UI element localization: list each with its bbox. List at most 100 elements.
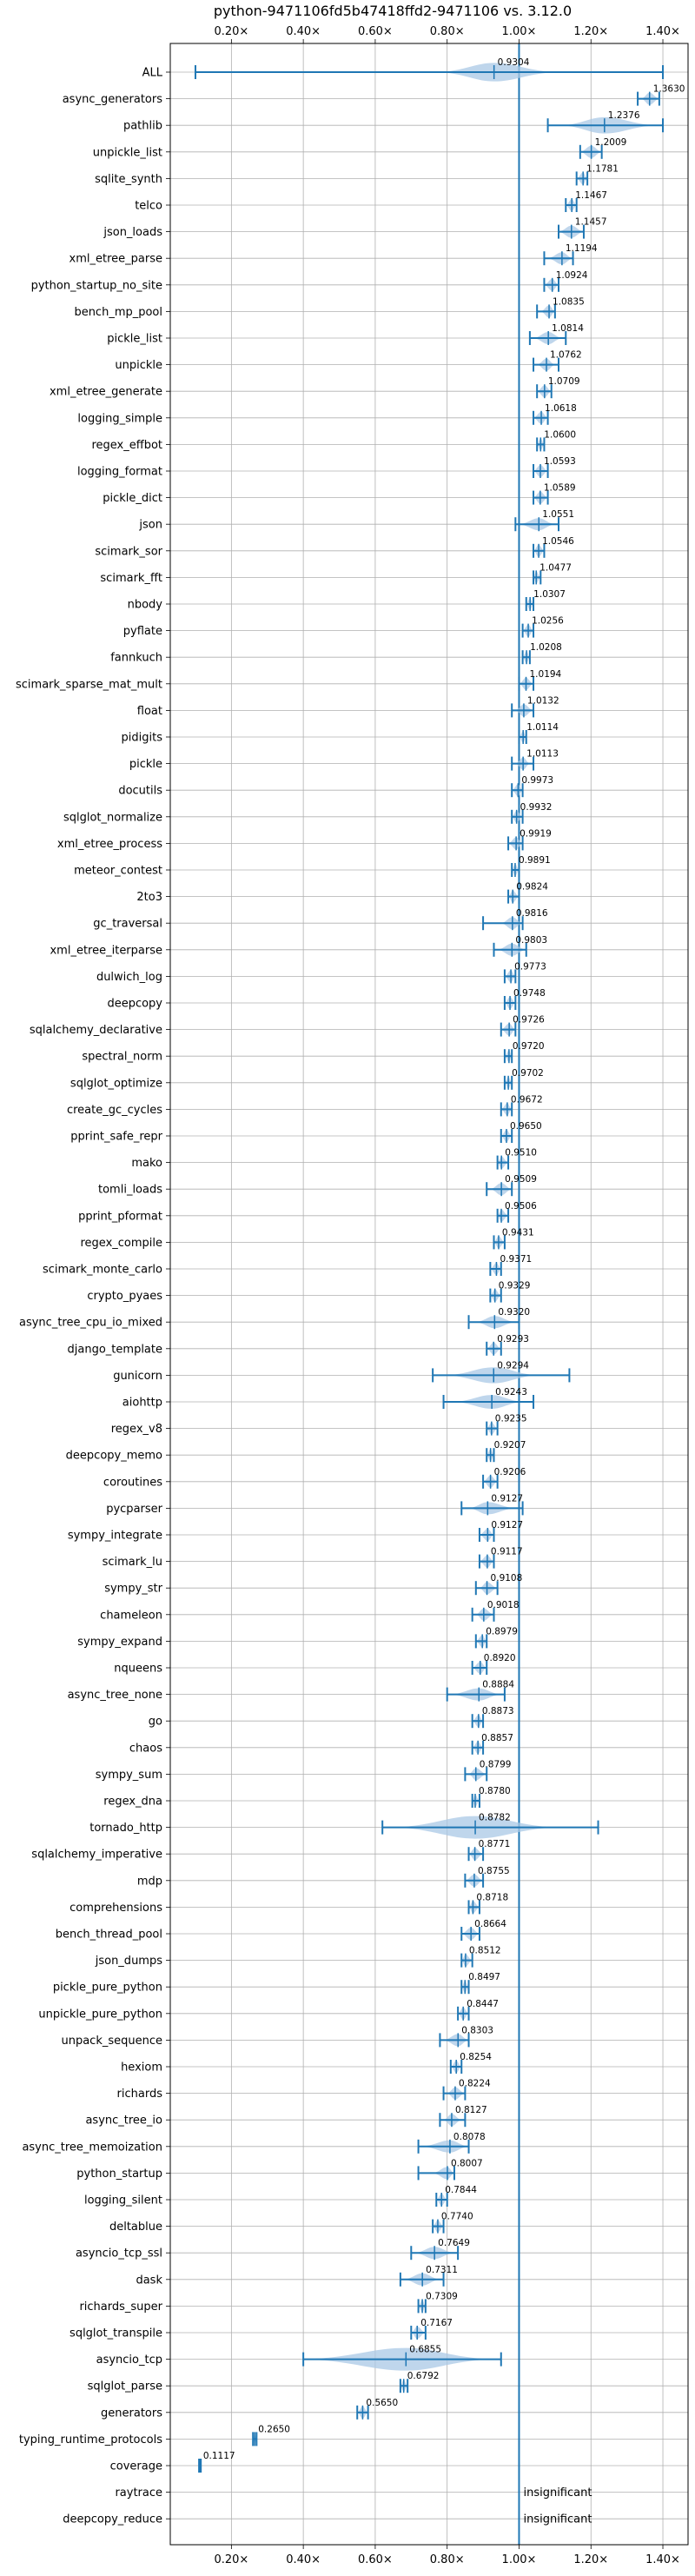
x-tick-label-top: 1.40×: [645, 25, 680, 38]
y-tick-label: sympy_integrate: [68, 1530, 162, 1543]
value-label: 1.0924: [556, 270, 588, 281]
value-label: 0.9816: [516, 908, 548, 919]
value-label: 0.9932: [520, 802, 553, 813]
y-tick-label: aiohttp: [122, 1397, 162, 1410]
value-label: 0.9748: [513, 988, 546, 999]
x-tick-label-top: 1.00×: [502, 25, 537, 38]
y-tick-label: sympy_expand: [77, 1636, 162, 1649]
y-tick-label: meteor_contest: [74, 865, 162, 878]
value-label: 0.8780: [479, 1786, 511, 1796]
y-tick-label: pyflate: [123, 625, 162, 638]
y-tick-label: async_tree_none: [68, 1689, 162, 1702]
y-tick-label: 2to3: [136, 891, 162, 904]
value-label: 0.9117: [491, 1547, 523, 1557]
value-label: 1.0835: [553, 296, 585, 307]
y-tick-label: regex_v8: [111, 1423, 162, 1436]
y-tick-label: nqueens: [114, 1663, 162, 1676]
value-label: 0.8884: [482, 1680, 514, 1690]
y-tick-label: crypto_pyaes: [87, 1290, 162, 1303]
value-label: 0.9773: [514, 961, 546, 972]
y-tick-label: mdp: [137, 1875, 162, 1888]
value-label: 0.9672: [511, 1094, 543, 1105]
chart-title: python-9471106fd5b47418ffd2-9471106 vs. …: [214, 3, 572, 19]
value-label: 0.9127: [491, 1520, 523, 1530]
y-tick-label: sqlglot_parse: [88, 2380, 162, 2393]
y-tick-label: regex_effbot: [91, 439, 162, 452]
y-tick-label: unpickle_pure_python: [38, 2008, 162, 2021]
y-tick-label: unpack_sequence: [61, 2035, 162, 2048]
x-tick-label-bottom: 0.20×: [214, 2553, 248, 2566]
value-label: 0.7649: [438, 2238, 470, 2248]
y-tick-label: sqlalchemy_imperative: [31, 1849, 162, 1862]
value-label: 0.9702: [512, 1068, 544, 1079]
y-tick-label: pprint_pformat: [78, 1210, 162, 1223]
y-tick-label: docutils: [118, 785, 162, 798]
y-tick-label: coverage: [110, 2460, 162, 2473]
y-tick-label: sqlglot_normalize: [63, 811, 162, 824]
y-tick-label: json_loads: [103, 226, 162, 239]
y-tick-label: raytrace: [115, 2486, 162, 2500]
y-tick-label: async_generators: [63, 93, 163, 106]
value-label: 0.9973: [521, 775, 553, 786]
value-label: 1.0546: [542, 536, 574, 547]
y-tick-label: chameleon: [100, 1609, 162, 1622]
insignificant-label: insignificant: [523, 2486, 592, 2500]
y-tick-label: gunicorn: [113, 1370, 162, 1383]
value-label: 1.0709: [548, 376, 580, 387]
y-tick-label: python_startup: [76, 2168, 162, 2181]
y-tick-label: django_template: [68, 1343, 162, 1356]
value-label: 0.9293: [497, 1334, 529, 1344]
value-label: 1.0589: [544, 483, 576, 494]
value-label: 0.7740: [441, 2212, 473, 2222]
value-label: 0.8771: [479, 1839, 511, 1849]
y-tick-label: logging_silent: [84, 2194, 162, 2208]
value-label: 1.2376: [608, 110, 640, 121]
y-tick-label: asyncio_tcp_ssl: [76, 2247, 162, 2261]
y-tick-label: generators: [101, 2407, 162, 2420]
y-tick-label: sympy_str: [104, 1583, 162, 1596]
y-tick-label: bench_thread_pool: [56, 1929, 162, 1942]
value-label: 0.9320: [498, 1307, 530, 1318]
y-tick-label: mako: [131, 1157, 162, 1170]
x-tick-label-top: 1.20×: [573, 25, 608, 38]
plot-frame: [169, 43, 689, 2546]
value-label: 0.9824: [516, 882, 548, 893]
y-tick-label: scimark_monte_carlo: [43, 1264, 162, 1277]
y-tick-label: deltablue: [109, 2221, 162, 2234]
value-label: 1.0600: [544, 429, 576, 440]
value-label: 0.8920: [484, 1653, 516, 1663]
y-tick-label: python_startup_no_site: [31, 279, 162, 292]
value-label: 1.1467: [575, 190, 607, 201]
y-tick-label: create_gc_cycles: [67, 1104, 162, 1117]
y-tick-label: coroutines: [103, 1476, 162, 1489]
y-tick-label: deepcopy: [107, 998, 162, 1011]
value-label: 1.1194: [566, 243, 598, 254]
y-tick-label: regex_dna: [103, 1796, 162, 1809]
y-tick-label: unpickle: [115, 359, 162, 372]
y-tick-label: xml_etree_iterparse: [50, 944, 162, 957]
value-label: 0.9235: [495, 1414, 527, 1424]
y-tick-label: json: [138, 519, 162, 532]
y-tick-label: unpickle_list: [93, 146, 162, 159]
y-tick-label: logging_format: [77, 466, 162, 479]
value-label: 0.9371: [500, 1254, 532, 1265]
value-label: 1.0593: [544, 456, 576, 467]
value-label: 1.0114: [526, 722, 559, 733]
value-label: 0.9108: [491, 1573, 523, 1583]
y-tick-label: pickle: [129, 758, 162, 771]
value-label: 0.8497: [468, 1972, 500, 1982]
value-label: 1.0307: [533, 589, 566, 600]
y-tick-label: async_tree_io: [85, 2115, 162, 2128]
value-label: 0.9803: [515, 935, 547, 946]
y-tick-label: sqlglot_optimize: [70, 1077, 162, 1090]
value-label: 0.9431: [502, 1227, 534, 1238]
y-tick-label: async_tree_memoization: [22, 2141, 162, 2154]
data-marks: [194, 63, 665, 2473]
y-tick-label: pickle_pure_python: [53, 1982, 162, 1995]
value-label: 1.0477: [539, 562, 572, 573]
value-label: 1.0814: [552, 323, 584, 334]
value-label: 0.9506: [505, 1201, 537, 1212]
y-tick-label: pprint_safe_repr: [70, 1131, 162, 1144]
